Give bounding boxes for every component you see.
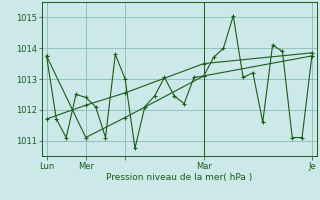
X-axis label: Pression niveau de la mer( hPa ): Pression niveau de la mer( hPa ): [106, 173, 252, 182]
